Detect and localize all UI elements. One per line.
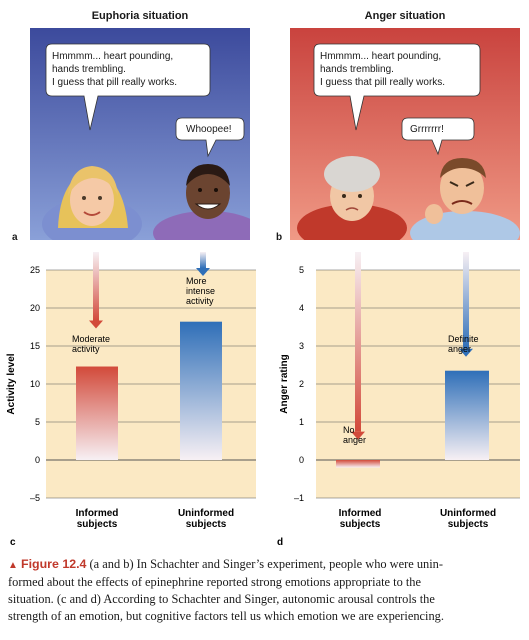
y-tick-label: 4 [299, 303, 304, 313]
bar-annotation: More intense activity [186, 276, 215, 306]
y-tick-label: –1 [294, 493, 304, 503]
x-category-label: Uninformed subjects [440, 508, 496, 530]
x-category-label: Informed subjects [339, 508, 382, 530]
bar-annotation: No anger [343, 425, 366, 445]
y-tick-label: 5 [35, 417, 40, 427]
euphoria-scene [30, 28, 250, 240]
figure-caption: ▲ Figure 12.4 (a and b) In Schachter and… [8, 556, 520, 625]
bar-uninformed [180, 321, 222, 460]
anger-thought-bubble: Hmmmm... heart pounding, hands trembling… [320, 50, 445, 89]
y-tick-label: 3 [299, 341, 304, 351]
bar-annotation: Definite anger [448, 334, 479, 354]
y-tick-label: 10 [30, 379, 40, 389]
panel-a-letter: a [12, 232, 18, 243]
grrr-bubble: Grrrrrrr! [410, 124, 444, 135]
smiling-man-illustration [153, 164, 250, 240]
bubble-line: I guess that pill really works. [52, 77, 178, 88]
figure-label: Figure 12.4 [21, 557, 87, 571]
whoopee-bubble: Whoopee! [186, 124, 232, 135]
bar-informed [336, 460, 380, 468]
y-tick-label: 2 [299, 379, 304, 389]
chart-d: –1 0 1 2 3 4 5 Anger rating No anger Definite anger… [277, 252, 520, 548]
arrow-shaft [93, 252, 99, 321]
arrow-shaft [463, 252, 469, 349]
y-tick-label: 15 [30, 341, 40, 351]
arrow-head [351, 431, 365, 440]
y-axis-label: Anger rating [279, 354, 290, 413]
anger-scene [290, 28, 520, 240]
bubble-line: hands trembling. [52, 64, 126, 75]
y-tick-label: 0 [299, 455, 304, 465]
caption-line: (a and b) In Schachter and Singer’s expe… [86, 557, 444, 571]
x-category-label: Uninformed subjects [178, 508, 234, 530]
y-tick-label: 25 [30, 265, 40, 275]
y-axis-label: Activity level [6, 353, 17, 414]
bubble-line: Hmmmm... heart pounding, [52, 51, 174, 62]
blonde-woman-illustration [42, 166, 142, 240]
caption-marker: ▲ [8, 560, 18, 571]
panel-letter: d [277, 537, 283, 548]
panel-letter: c [10, 537, 16, 548]
angry-man-illustration [410, 158, 520, 240]
arrow-head [196, 268, 210, 276]
bar-uninformed [445, 370, 489, 460]
y-tick-label: –5 [30, 493, 40, 503]
chart-c: –5 0 5 10 15 20 25 Activity level Moderate activi… [6, 252, 256, 548]
arrow-shaft [200, 252, 206, 268]
gray-haired-woman-illustration [297, 156, 407, 240]
y-tick-label: 1 [299, 417, 304, 427]
y-tick-label: 20 [30, 303, 40, 313]
x-category-label: Informed subjects [76, 508, 119, 530]
arrow-shaft [355, 252, 361, 432]
panel-a-title: Euphoria situation [91, 10, 189, 22]
panel-b-title: Anger situation [364, 10, 446, 22]
arrow-head [89, 320, 103, 329]
bubble-line: hands trembling. [320, 64, 394, 75]
bubble-line: Hmmmm... heart pounding, [320, 51, 442, 62]
arrow-head [459, 348, 473, 357]
y-tick-label: 5 [299, 265, 304, 275]
caption-line: situation. (c and d) According to Schach… [8, 592, 435, 606]
euphoria-thought-bubble: Hmmmm... heart pounding, hands trembling… [52, 50, 177, 89]
caption-line: strength of an emotion, but cognitive fa… [8, 609, 444, 623]
y-tick-label: 0 [35, 455, 40, 465]
bubble-line: I guess that pill really works. [320, 77, 446, 88]
panel-b-letter: b [276, 232, 283, 243]
bar-annotation: Moderate activity [72, 334, 110, 354]
caption-line: formed about the effects of epinephrine … [8, 575, 421, 589]
bar-informed [76, 366, 118, 460]
